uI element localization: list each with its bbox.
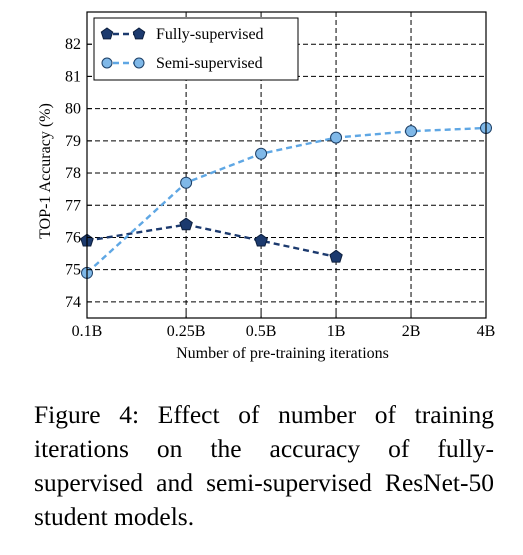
y-tick-label: 76: [65, 229, 81, 246]
semi-supervised-point: [330, 131, 343, 144]
x-axis-label: Number of pre-training iterations: [176, 345, 389, 362]
semi-supervised-point: [180, 176, 193, 189]
legend-label-semi-supervised: Semi-supervised: [156, 55, 263, 72]
y-tick-label: 82: [65, 36, 81, 53]
x-tick-label: 2B: [402, 323, 421, 340]
fully-supervised-line: [86, 223, 337, 258]
x-tick-label: 1B: [327, 323, 346, 340]
x-tick-label: 4B: [477, 323, 496, 340]
fully-supervised-point: [179, 217, 193, 231]
legend: Fully-supervised Semi-supervised: [93, 17, 299, 81]
y-tick-label: 75: [65, 262, 81, 279]
legend-marker-fully-supervised: [132, 27, 146, 40]
y-tick-label: 79: [65, 133, 81, 150]
legend-marker-semi-supervised: [133, 57, 145, 69]
semi-supervised-point: [255, 147, 268, 160]
fully-supervised-point: [329, 249, 343, 263]
y-tick-label: 81: [65, 68, 81, 85]
legend-marker-fully-supervised: [100, 27, 114, 40]
semi-supervised-point: [405, 125, 418, 138]
grid-lines: [87, 12, 486, 318]
plot-frame: [86, 11, 487, 319]
x-tick-label: 0.25B: [167, 323, 206, 340]
semi-supervised-line: [86, 126, 487, 274]
y-tick-label: 80: [65, 101, 81, 118]
y-tick-label: 78: [65, 165, 81, 182]
y-tick-label: 74: [65, 294, 81, 311]
series-layer: [80, 121, 492, 279]
figure-caption: Figure 4: Effect of number of training i…: [34, 400, 494, 531]
x-tick-label: 0.5B: [246, 323, 277, 340]
y-axis-label: TOP-1 Accuracy (%): [37, 103, 54, 239]
y-tick-label: 77: [65, 197, 81, 214]
axis-ticks: 0.1B 0.25B 0.5B 1B 2B 4B 74 75 76 77 78 79 80 81 82: [65, 36, 495, 340]
legend-label-fully-supervised: Fully-supervised: [156, 26, 264, 43]
legend-box: [93, 17, 299, 81]
fully-supervised-point: [254, 233, 268, 247]
line-chart: 0.1B 0.25B 0.5B 1B 2B 4B 74 75 76 77 78 79 80 81 82 Nu…: [37, 11, 495, 362]
x-tick-label: 0.1B: [72, 323, 103, 340]
legend-marker-semi-supervised: [101, 57, 113, 69]
